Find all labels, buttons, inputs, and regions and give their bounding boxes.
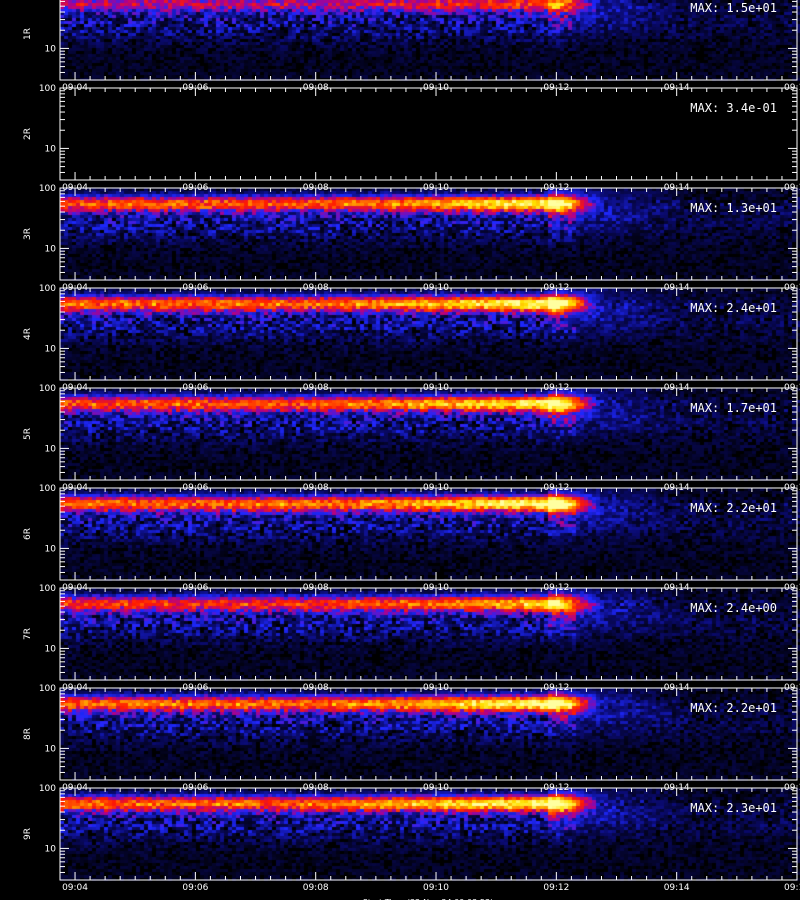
y-tick-label: 100	[39, 284, 56, 294]
y-tick-label: 10	[45, 544, 57, 554]
panel-name-7R: 7R	[23, 628, 33, 640]
panel-max-label: MAX: 2.4e+00	[690, 601, 777, 615]
panel-name-8R: 8R	[23, 728, 33, 740]
y-tick-label: 100	[39, 784, 56, 794]
x-tick-label: 09:12	[543, 883, 569, 893]
y-tick-label: 100	[39, 584, 56, 594]
y-tick-label: 10	[45, 444, 57, 454]
panel-name-1R: 1R	[23, 28, 33, 40]
panel-frame	[59, 287, 798, 381]
y-tick-label: 100	[39, 384, 56, 394]
x-tick-label: 09:14	[664, 883, 690, 893]
panel-frame	[59, 787, 798, 881]
y-tick-label: 10	[45, 344, 57, 354]
y-tick-label: 10	[45, 744, 57, 754]
panel-max-label: MAX: 1.5e+01	[690, 1, 777, 15]
y-tick-label: 10	[45, 844, 57, 854]
panel-max-label: MAX: 1.7e+01	[690, 401, 777, 415]
panel-frame	[59, 0, 798, 81]
y-tick-label: 100	[39, 84, 56, 94]
y-tick-label: 10	[45, 244, 57, 254]
footer-start-time: Start Time (22-Nov-24 09:03:53)	[363, 898, 493, 900]
panel-frame	[59, 487, 798, 581]
panel-max-label: MAX: 1.3e+01	[690, 201, 777, 215]
y-tick-label: 10	[45, 44, 57, 54]
x-tick-label: 09:04	[62, 883, 88, 893]
panel-name-2R: 2R	[23, 128, 33, 140]
x-tick-label: 09:08	[303, 883, 329, 893]
panel-frame	[59, 587, 798, 681]
y-tick-label: 10	[45, 144, 57, 154]
panel-name-5R: 5R	[23, 428, 33, 440]
y-tick-label: 100	[39, 184, 56, 194]
panel-frame	[59, 687, 798, 781]
y-tick-label: 100	[39, 484, 56, 494]
panel-frame	[59, 87, 798, 181]
panel-max-label: MAX: 2.4e+01	[690, 301, 777, 315]
panel-max-label: MAX: 3.4e-01	[690, 101, 777, 115]
x-tick-label: 09:16	[784, 883, 800, 893]
panel-name-3R: 3R	[23, 228, 33, 240]
panel-max-label: MAX: 2.3e+01	[690, 801, 777, 815]
panel-name-4R: 4R	[23, 328, 33, 340]
panel-frame	[59, 387, 798, 481]
x-tick-label: 09:10	[423, 883, 449, 893]
y-tick-label: 10	[45, 644, 57, 654]
panel-name-9R: 9R	[23, 828, 33, 840]
y-tick-label: 100	[39, 684, 56, 694]
x-tick-label: 09:06	[182, 883, 208, 893]
panel-name-6R: 6R	[23, 528, 33, 540]
panel-frame	[59, 187, 798, 281]
panel-max-label: MAX: 2.2e+01	[690, 701, 777, 715]
panel-max-label: MAX: 2.2e+01	[690, 501, 777, 515]
